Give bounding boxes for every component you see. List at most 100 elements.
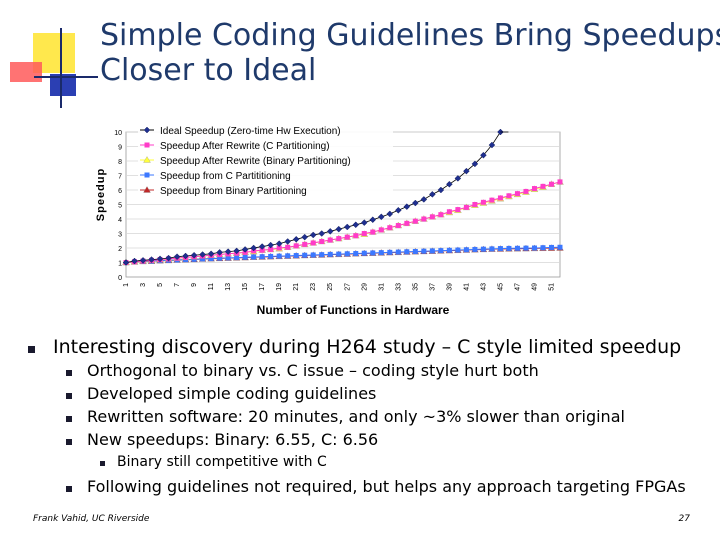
y-tick-label: 5 [118,203,122,210]
data-point [353,233,359,239]
x-tick-label: 5 [157,283,164,287]
x-tick-label: 21 [293,283,300,291]
data-point [370,229,376,235]
data-point [438,212,444,218]
bullet-sub-2: Developed simple coding guidelines [87,384,377,403]
data-point [156,255,164,263]
data-point [268,253,274,259]
data-point [480,199,486,205]
data-point [463,167,470,175]
data-point [319,252,325,258]
data-point [225,255,231,261]
data-point [497,195,503,201]
data-point [548,244,554,250]
bullet-marker [66,393,72,399]
data-point [361,250,367,256]
data-point [523,245,529,251]
data-point [463,204,469,210]
data-point [242,254,248,260]
data-point [506,245,512,251]
data-point [455,247,461,253]
bullet-marker [66,370,72,376]
y-tick-label: 0 [118,275,122,282]
x-tick-label: 27 [344,283,351,291]
data-point [259,254,265,260]
bullet-last: Following guidelines not required, but h… [87,477,686,496]
x-tick-label: 33 [395,283,402,291]
data-point [208,256,214,262]
y-tick-label: 8 [118,159,122,166]
legend-box [138,122,393,199]
data-point [302,252,308,258]
data-point [395,207,402,214]
x-tick-label: 3 [140,283,147,287]
data-point [301,233,308,241]
data-point [122,259,130,266]
data-point [165,254,172,262]
data-point [514,245,520,251]
x-tick-label: 7 [174,283,181,287]
x-tick-label: 51 [548,283,555,291]
data-point [217,255,223,261]
legend-marker [144,172,150,178]
data-point [343,223,351,231]
title-line-2: Closer to Ideal [100,53,317,88]
data-point [472,246,478,252]
data-point [268,246,274,252]
data-point [471,160,479,168]
data-point [234,255,240,261]
data-point [395,223,401,229]
legend-label: Speedup from C Partititioning [160,171,291,182]
data-point [293,253,299,259]
data-point [327,237,333,243]
x-tick-label: 37 [429,283,436,291]
deco-blue-square [50,74,76,96]
data-point [497,246,503,252]
bullet-marker [66,416,72,422]
data-point [420,196,428,203]
x-tick-label: 9 [191,283,198,287]
bullet-subsub: Binary still competitive with C [117,454,327,470]
data-point [540,245,546,251]
x-tick-label: 17 [259,283,266,291]
x-axis-label: Number of Functions in Hardware [257,303,450,317]
data-point [412,199,419,207]
data-point [319,238,325,244]
data-point [258,243,266,250]
data-point [352,221,360,229]
x-tick-label: 43 [480,283,487,291]
footer-author: Frank Vahid, UC Riverside [33,514,150,524]
data-point [148,256,155,263]
y-tick-label: 1 [118,261,122,268]
x-tick-label: 31 [378,283,385,291]
legend-marker [144,142,150,148]
x-tick-label: 35 [412,283,419,291]
data-point [421,248,427,254]
data-point [361,231,367,236]
bullet-marker [66,486,72,492]
data-point [557,244,563,250]
data-point [395,249,401,255]
data-point [387,225,393,231]
data-point [480,246,486,252]
data-point [207,250,215,258]
data-point [463,247,469,253]
y-tick-label: 9 [118,145,122,152]
data-point [446,247,452,253]
data-point [472,202,478,207]
data-point [369,216,377,224]
data-point [488,141,496,149]
x-tick-label: 47 [514,283,521,291]
legend-marker [143,126,151,134]
data-point [378,250,384,256]
y-axis-label: Speedup [95,168,107,221]
x-tick-label: 39 [446,283,453,291]
slide-title: Simple Coding Guidelines Bring Speedups … [100,18,720,88]
data-point [336,251,342,257]
data-point [370,250,376,256]
data-point [131,257,138,265]
data-point [506,193,512,199]
x-tick-label: 41 [463,283,470,291]
data-point [309,231,317,239]
data-point [173,253,181,260]
